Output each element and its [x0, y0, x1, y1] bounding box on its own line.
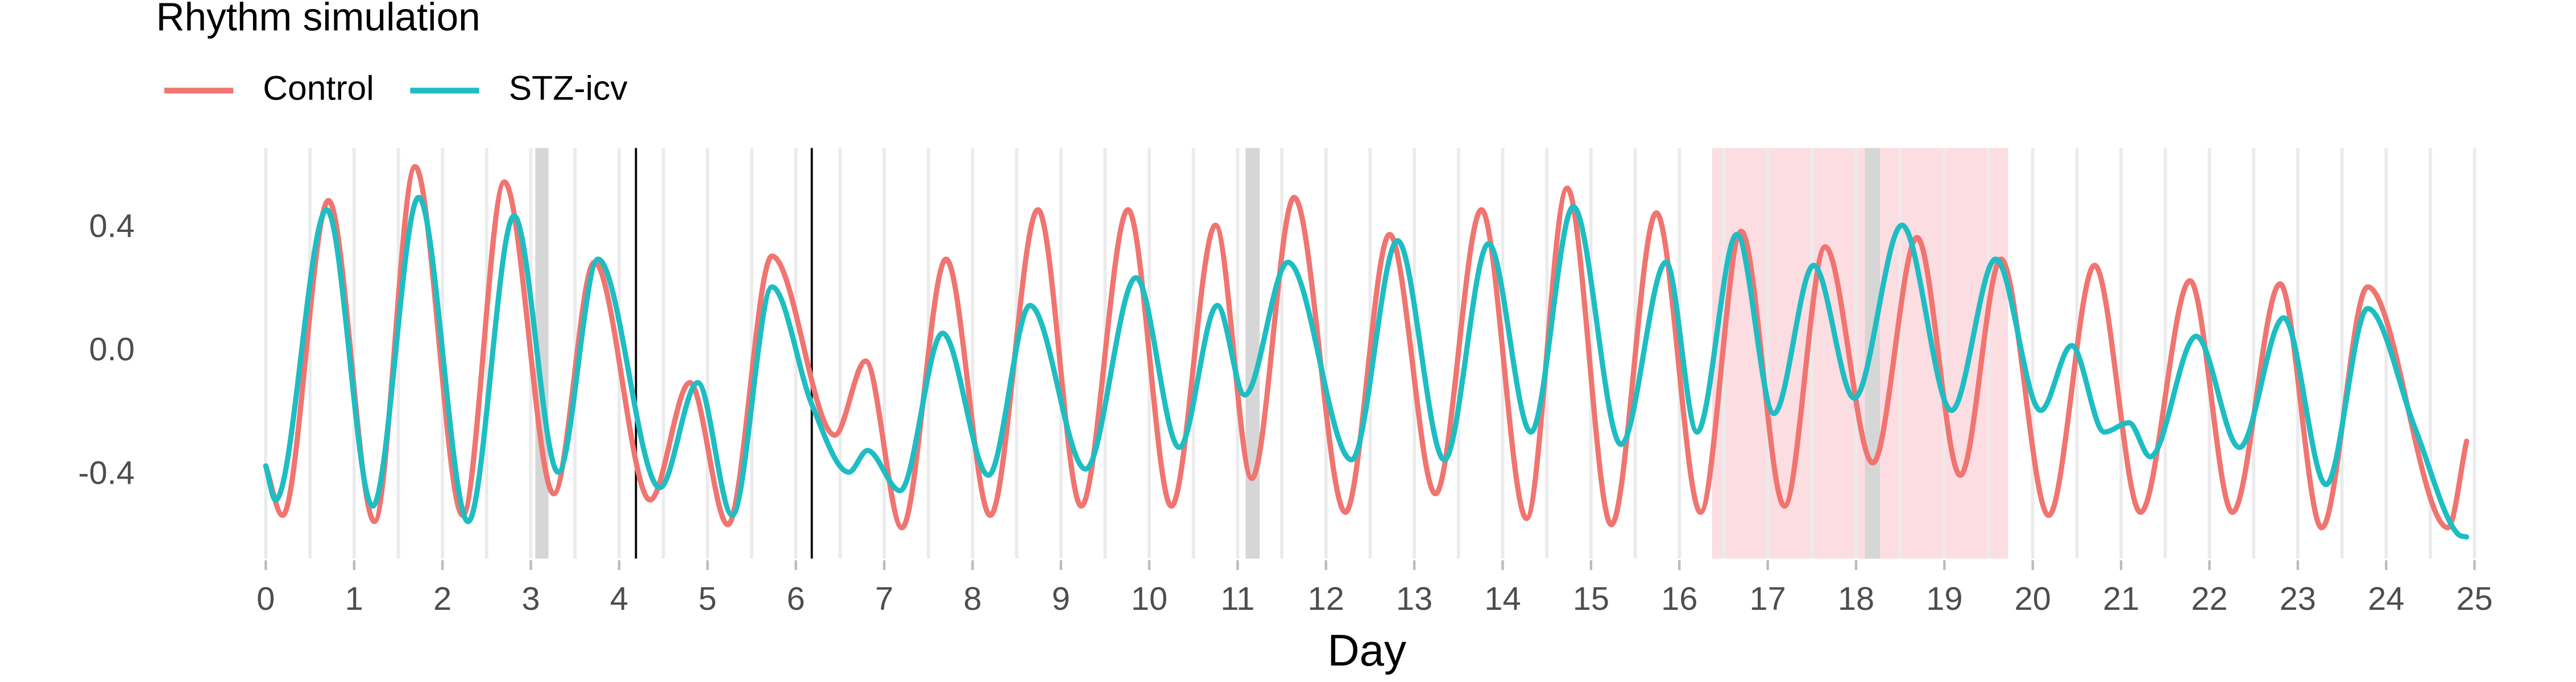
- x-tick-label: 14: [1484, 581, 1521, 617]
- x-tick-label: 12: [1308, 581, 1344, 617]
- highlight-region: [1712, 148, 2008, 559]
- x-tick-label: 19: [1926, 581, 1962, 617]
- x-tick-label: 25: [2456, 581, 2492, 617]
- x-tick-label: 16: [1661, 581, 1697, 617]
- x-tick-label: 18: [1838, 581, 1874, 617]
- x-tick-label: 15: [1573, 581, 1609, 617]
- x-tick-label: 13: [1396, 581, 1432, 617]
- y-tick-label: -0.4: [78, 455, 135, 491]
- legend-title: Rhythm simulation: [156, 0, 480, 39]
- y-tick-label: 0.0: [89, 331, 135, 368]
- x-axis-label: Day: [1327, 625, 1406, 675]
- series-line: [263, 194, 2470, 540]
- y-tick-label: 0.4: [89, 208, 135, 244]
- x-tick-label: 20: [2015, 581, 2051, 617]
- gray-band: [1245, 148, 1260, 559]
- series-line: [263, 164, 2470, 531]
- x-tick-label: 5: [698, 581, 717, 617]
- x-tick-label: 17: [1749, 581, 1786, 617]
- x-tick-label: 22: [2191, 581, 2227, 617]
- x-tick-label: 7: [875, 581, 893, 617]
- x-tick-label: 3: [521, 581, 540, 617]
- legend-label: STZ-icv: [509, 68, 628, 107]
- x-tick-label: 8: [963, 581, 981, 617]
- x-tick-label: 11: [1220, 581, 1254, 617]
- x-tick-label: 9: [1052, 581, 1070, 617]
- x-tick-label: 1: [345, 581, 363, 617]
- x-tick-label: 2: [433, 581, 452, 617]
- x-tick-label: 24: [2368, 581, 2404, 617]
- x-tick-label: 10: [1131, 581, 1167, 617]
- x-tick-label: 23: [2280, 581, 2316, 617]
- x-tick-label: 6: [787, 581, 805, 617]
- x-tick-label: 0: [256, 581, 275, 617]
- x-tick-label: 21: [2103, 581, 2139, 617]
- legend-label: Control: [263, 68, 374, 107]
- x-tick-label: 4: [610, 581, 628, 617]
